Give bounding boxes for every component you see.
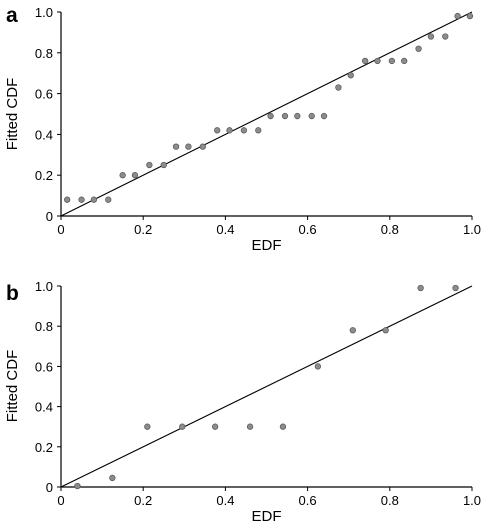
- data-point: [320, 112, 328, 120]
- data-point: [382, 327, 389, 334]
- data-point: [226, 127, 233, 134]
- y-tick-label: 0.8: [35, 319, 53, 334]
- x-tick-label: 0.4: [216, 493, 234, 508]
- y-tick-label: 1.0: [35, 5, 53, 20]
- x-tick-label: 0.2: [134, 493, 152, 508]
- x-tick-label: 0.6: [299, 493, 317, 508]
- data-point: [361, 57, 369, 65]
- y-tick-label: 0.6: [35, 359, 53, 374]
- data-point: [388, 57, 396, 65]
- data-point: [211, 423, 219, 430]
- data-point: [281, 112, 289, 120]
- data-point: [74, 482, 81, 490]
- y-axis-title: Fitted CDF: [4, 78, 21, 151]
- x-axis-title: EDF: [252, 237, 282, 254]
- y-tick-label: 0.4: [35, 127, 53, 142]
- data-point: [347, 72, 354, 79]
- data-point: [119, 172, 126, 179]
- data-point: [427, 33, 435, 40]
- data-point: [246, 423, 254, 430]
- x-tick-label: 0.2: [134, 222, 152, 237]
- panel-b: 0 0.2 0.4 0.6 0.8 1.0 0 0.2 0.4 0.6 0.8 1.0 EDF Fitte…: [4, 279, 481, 525]
- data-point: [452, 284, 459, 292]
- y-tick-label: 0.2: [35, 440, 53, 455]
- data-point: [442, 33, 449, 40]
- y-tick-label: 0.6: [35, 87, 53, 102]
- y-tick-label: 0.2: [35, 168, 53, 183]
- data-point: [160, 161, 167, 169]
- panel-letter: a: [6, 4, 18, 27]
- panel-letter: b: [6, 282, 19, 305]
- data-point: [105, 196, 112, 203]
- data-point: [109, 474, 116, 482]
- x-tick-label: 1.0: [463, 222, 481, 237]
- reference-line: [60, 11, 473, 217]
- data-point: [267, 112, 274, 120]
- data-point: [64, 196, 71, 203]
- data-point: [131, 172, 139, 179]
- data-point: [314, 363, 322, 370]
- y-tick-label: 0.8: [35, 46, 53, 61]
- y-tick-label: 0: [46, 209, 53, 224]
- data-point: [466, 12, 474, 20]
- data-point: [401, 57, 408, 65]
- data-point: [374, 57, 381, 65]
- x-tick-label: 0.4: [216, 222, 234, 237]
- data-point: [415, 45, 422, 52]
- data-point: [255, 127, 262, 134]
- data-point: [214, 127, 221, 134]
- x-tick-label: 0.8: [381, 222, 399, 237]
- data-point: [172, 143, 180, 150]
- data-point: [349, 327, 356, 334]
- x-tick-label: 0: [57, 493, 64, 508]
- data-point: [294, 112, 301, 120]
- data-point: [146, 161, 153, 169]
- data-point: [308, 112, 315, 120]
- data-point: [185, 143, 192, 150]
- panel-a: 0 0.2 0.4 0.6 0.8 1.0 0 0.2 0.4 0.6 0.8 1.0 EDF Fitte…: [4, 4, 481, 254]
- y-tick-label: 1.0: [35, 279, 53, 294]
- y-tick-label: 0: [46, 480, 53, 495]
- x-tick-label: 0.8: [381, 493, 399, 508]
- data-point: [179, 423, 186, 430]
- y-tick-label: 0.4: [35, 400, 53, 415]
- data-point: [144, 423, 151, 430]
- reference-line: [60, 285, 473, 488]
- data-point: [454, 12, 461, 20]
- data-point: [199, 143, 206, 150]
- data-point: [78, 196, 85, 203]
- x-tick-label: 0: [57, 222, 64, 237]
- x-tick-label: 1.0: [463, 493, 481, 508]
- data-point: [90, 196, 98, 203]
- data-point: [335, 84, 342, 91]
- data-point: [279, 423, 287, 430]
- data-point: [240, 127, 248, 134]
- y-axis-title: Fitted CDF: [4, 350, 21, 423]
- data-point: [417, 284, 424, 292]
- x-tick-label: 0.6: [299, 222, 317, 237]
- x-axis-title: EDF: [252, 508, 282, 525]
